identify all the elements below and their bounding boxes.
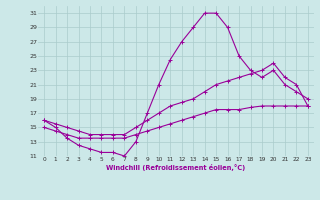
X-axis label: Windchill (Refroidissement éolien,°C): Windchill (Refroidissement éolien,°C) [106, 164, 246, 171]
